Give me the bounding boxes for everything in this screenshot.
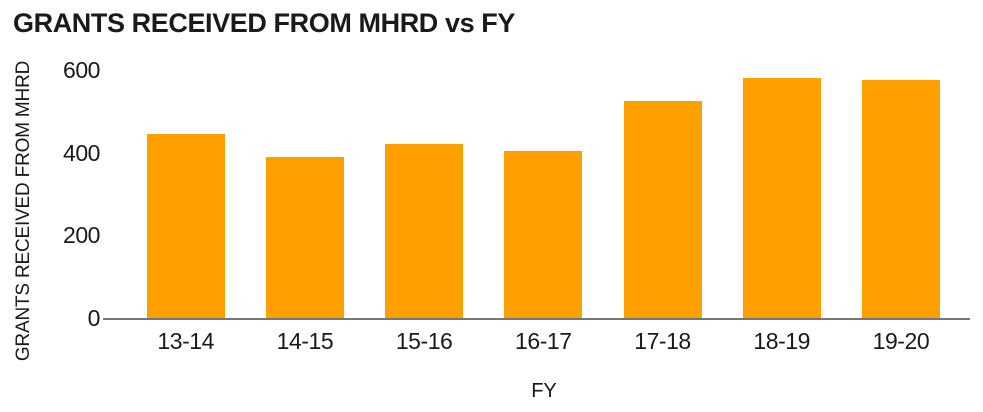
chart-title: GRANTS RECEIVED FROM MHRD vs FY [13, 8, 515, 38]
bar-18-19 [742, 78, 821, 318]
x-tick-label-17-18: 17-18 [634, 328, 691, 354]
bar-14-15 [265, 156, 344, 318]
x-axis-title: FY [531, 380, 557, 402]
x-tick-label-19-20: 19-20 [872, 328, 930, 354]
bar-13-14 [146, 134, 225, 318]
x-tick-label-18-19: 18-19 [753, 328, 810, 354]
plot-area [103, 70, 970, 318]
bar-16-17 [504, 150, 583, 318]
x-tick-label-16-17: 16-17 [515, 328, 572, 354]
bar-15-16 [385, 144, 464, 318]
y-tick-label-600: 600 [63, 57, 100, 83]
y-tick-label-400: 400 [63, 139, 100, 166]
x-axis-line [103, 318, 970, 320]
x-tick-label-15-16: 15-16 [395, 328, 453, 354]
x-tick-label-13-14: 13-14 [157, 328, 214, 354]
bar-17-18 [623, 101, 702, 318]
y-tick-label-200: 200 [63, 222, 100, 249]
x-tick-label-14-15: 14-15 [276, 328, 334, 354]
bar-19-20 [861, 80, 940, 318]
y-tick-label-0: 0 [87, 305, 101, 331]
